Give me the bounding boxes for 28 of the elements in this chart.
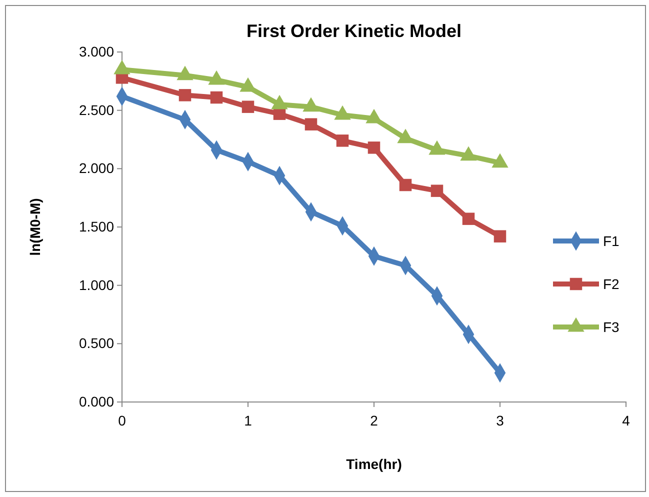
chart-title: First Order Kinetic Model [246,21,462,41]
y-tick-label: 1.500 [78,218,114,234]
y-tick-label: 2.500 [78,102,114,118]
y-tick-label: 0.500 [78,335,114,352]
y-axis-title: ln(M0-M) [27,198,43,256]
point [462,212,475,225]
legend-label: F1 [603,233,620,249]
x-tick-label: 3 [496,412,504,428]
point [430,184,444,197]
y-tick-label: 2.000 [78,160,114,176]
point [336,134,349,147]
x-tick-label: 4 [622,412,630,428]
point [494,230,506,242]
point [242,100,254,113]
point [399,178,412,192]
x-tick-label: 2 [370,412,378,428]
point [368,142,380,154]
x-tick-label: 0 [118,412,126,428]
point [178,89,192,102]
y-tick-label: 0.000 [78,393,114,410]
x-axis-title: Time(hr) [346,456,402,472]
point [210,91,223,104]
x-tick-label: 1 [244,412,252,428]
legend-label: F2 [603,276,620,292]
legend-label: F3 [603,319,620,335]
y-tick-label: 3.000 [78,43,114,60]
y-tick-label: 1.000 [78,276,114,293]
point [304,118,318,130]
